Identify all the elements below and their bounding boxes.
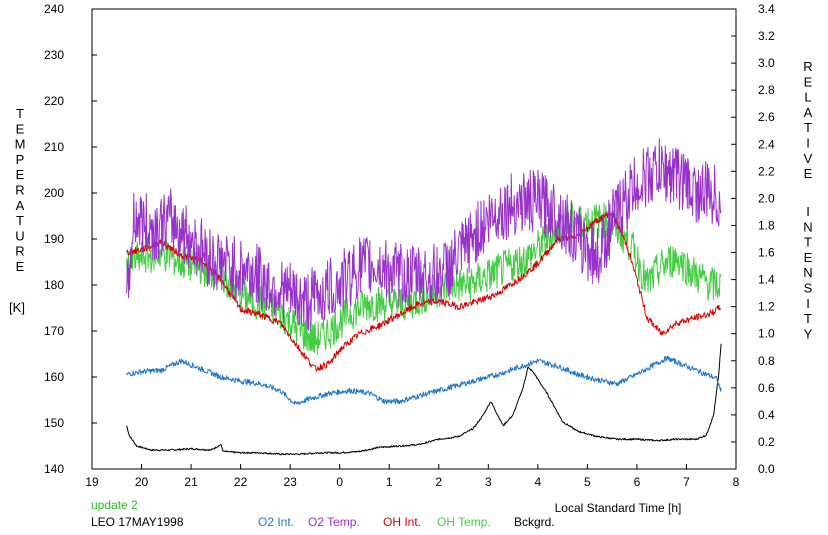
y-right-tick-label: 0.4 — [758, 408, 775, 422]
y-right-tick-label: 1.8 — [758, 218, 775, 232]
y-left-tick-label: 160 — [44, 370, 64, 384]
footer-station: LEO 17MAY1998 — [91, 515, 184, 529]
left-axis-title-letter: E — [16, 167, 25, 182]
y-right-tick-label: 2.2 — [758, 164, 775, 178]
x-tick-label: 23 — [283, 475, 297, 489]
right-axis-title-letter: T — [804, 311, 812, 326]
x-axis-title: Local Standard Time [h] — [555, 501, 682, 515]
left-axis-title-letter: P — [16, 152, 25, 167]
right-axis-title-letter: I — [806, 136, 810, 151]
right-axis-title-letter: E — [804, 166, 813, 181]
left-axis-unit: [K] — [9, 300, 25, 315]
axis-label-layer: 19 20 21 22 23 0 1 2 3 4 5 6 7 8240230220210200190180… — [15, 2, 813, 489]
x-tick-label: 19 — [85, 475, 99, 489]
y-left-tick-label: 180 — [44, 278, 64, 292]
left-axis-title-letter: T — [16, 106, 24, 121]
x-tick-label: 3 — [485, 475, 492, 489]
y-right-tick-label: 0.0 — [758, 462, 775, 476]
right-axis-title-letter: T — [804, 120, 812, 135]
y-right-tick-label: 2.8 — [758, 83, 775, 97]
y-left-tick-label: 230 — [44, 48, 64, 62]
left-axis-title-letter: U — [15, 228, 24, 243]
y-right-tick-label: 0.2 — [758, 435, 775, 449]
legend-o2-int: O2 Int. — [258, 515, 294, 529]
legend-oh-temp: OH Temp. — [437, 515, 491, 529]
right-axis-title-letter: Y — [804, 326, 813, 341]
x-tick-label: 0 — [336, 475, 343, 489]
series-line-oh-int — [126, 210, 722, 372]
left-axis-title-letter: R — [15, 183, 24, 198]
x-tick-label: 6 — [634, 475, 641, 489]
x-tick-label: 1 — [386, 475, 393, 489]
y-left-tick-label: 200 — [44, 186, 64, 200]
x-tick-label: 7 — [683, 475, 690, 489]
y-right-tick-label: 3.2 — [758, 29, 775, 43]
y-right-tick-label: 1.2 — [758, 300, 775, 314]
y-right-tick-label: 3.4 — [758, 2, 775, 16]
right-axis-title-letter: V — [804, 151, 813, 166]
series-layer — [126, 138, 722, 456]
left-axis-title-letter: E — [16, 259, 25, 274]
y-right-tick-label: 2.0 — [758, 191, 775, 205]
tick-layer — [91, 8, 737, 470]
y-left-tick-label: 140 — [44, 462, 64, 476]
series-line-bckgrd — [126, 343, 722, 456]
x-tick-label: 5 — [584, 475, 591, 489]
y-right-tick-label: 1.0 — [758, 327, 775, 341]
y-left-tick-label: 240 — [44, 2, 64, 16]
left-axis-title-letter: A — [16, 198, 25, 213]
series-line-o2-int — [126, 355, 722, 405]
y-left-tick-label: 190 — [44, 232, 64, 246]
y-right-tick-label: 0.6 — [758, 381, 775, 395]
y-left-tick-label: 150 — [44, 416, 64, 430]
right-axis-title-letter: N — [803, 219, 812, 234]
legend-o2-temp: O2 Temp. — [308, 515, 360, 529]
left-axis-title-letter: T — [16, 213, 24, 228]
y-left-tick-label: 220 — [44, 94, 64, 108]
series-line-o2-temp — [126, 138, 722, 331]
left-axis-title-letter: R — [15, 244, 24, 259]
right-axis-title-letter: E — [804, 74, 813, 89]
x-tick-label: 22 — [234, 475, 248, 489]
left-axis-title-letter: E — [16, 121, 25, 136]
right-axis-title-letter: T — [804, 235, 812, 250]
x-tick-label: 20 — [135, 475, 149, 489]
legend-bckgrd: Bckgrd. — [514, 515, 555, 529]
right-axis-title-letter: L — [804, 90, 811, 105]
x-tick-label: 2 — [435, 475, 442, 489]
right-axis-title-letter: R — [803, 59, 812, 74]
y-right-tick-label: 0.8 — [758, 354, 775, 368]
y-right-tick-label: 1.6 — [758, 246, 775, 260]
x-tick-label: 21 — [184, 475, 198, 489]
y-right-tick-label: 2.6 — [758, 110, 775, 124]
y-right-tick-label: 2.4 — [758, 137, 775, 151]
right-axis-title-letter: A — [804, 105, 813, 120]
x-tick-label: 4 — [535, 475, 542, 489]
right-axis-title-letter: I — [806, 204, 810, 219]
right-axis-title-letter: S — [804, 281, 813, 296]
y-right-tick-label: 3.0 — [758, 56, 775, 70]
right-axis-title-letter: E — [804, 250, 813, 265]
legend-oh-int: OH Int. — [383, 515, 421, 529]
right-axis-title-letter: I — [806, 296, 810, 311]
x-tick-label: 8 — [733, 475, 740, 489]
y-left-tick-label: 170 — [44, 324, 64, 338]
right-axis-title-letter: N — [803, 265, 812, 280]
footer-update: update 2 — [91, 498, 138, 512]
y-right-tick-label: 1.4 — [758, 273, 775, 287]
y-left-tick-label: 210 — [44, 140, 64, 154]
left-axis-title-letter: M — [15, 137, 26, 152]
